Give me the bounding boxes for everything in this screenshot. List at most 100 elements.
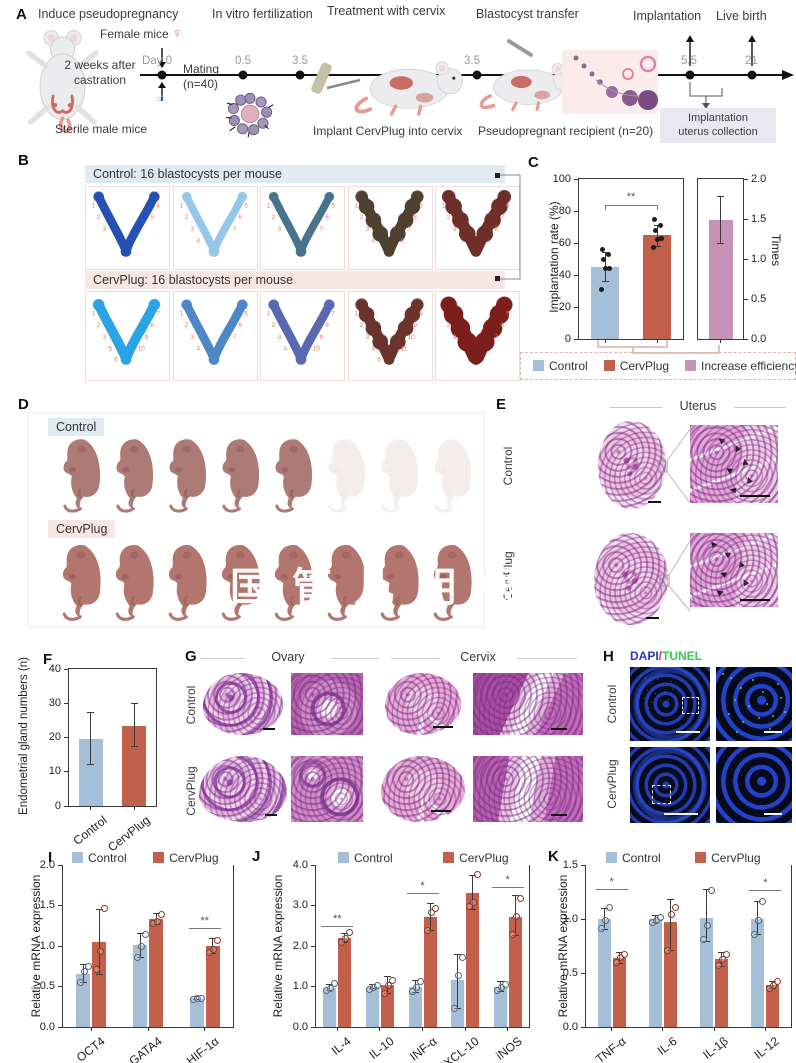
data-point — [770, 982, 778, 990]
cervix-line-left — [391, 658, 439, 659]
svg-text:4: 4 — [156, 202, 160, 209]
hist-control-label: Control — [184, 685, 198, 725]
mrna-chart-j: 0.0 1.0 2.0 3.0 4.0 IL-4 IL-10 INF-α CXCL-10 iNOS… — [293, 859, 530, 1063]
time-3-5b: 3.5 — [464, 55, 480, 67]
y-tick — [581, 918, 585, 920]
tunel-control-label: Control — [605, 684, 619, 724]
svg-text:4: 4 — [371, 238, 375, 245]
svg-text:5: 5 — [331, 202, 335, 209]
y-tick-label: 0.0 — [751, 332, 767, 345]
y-tick — [744, 218, 748, 220]
panel-j-legend: Control CervPlug — [338, 849, 509, 867]
svg-text:6: 6 — [114, 356, 118, 363]
slash: / — [658, 649, 663, 663]
svg-text:7: 7 — [501, 214, 505, 221]
data-point — [451, 1005, 459, 1013]
implant-caption: Implant CervPlug into cervix — [313, 124, 463, 138]
x-tick — [507, 1027, 509, 1031]
data-point — [501, 980, 509, 988]
dapi-label: DAPI — [630, 649, 659, 663]
error-bar — [720, 196, 721, 243]
step-treatment-title: Treatment with cervix — [327, 4, 446, 18]
svg-text:1: 1 — [267, 310, 271, 317]
data-point — [416, 977, 424, 985]
data-point — [719, 956, 727, 964]
significance-line — [406, 892, 439, 894]
panel-a: A Induce pseudopregnancy In vitro fertil… — [0, 0, 796, 150]
tunel-cervplug-label: CervPlug — [605, 759, 619, 809]
pups-control-label: Control — [48, 418, 105, 436]
y-tick-label: 1.5 — [562, 858, 578, 871]
x-tick — [422, 1027, 423, 1031]
bar-cervplug — [149, 919, 163, 1027]
data-point — [408, 988, 416, 996]
ovary-detail-cervplug — [291, 756, 363, 822]
data-point — [598, 286, 604, 292]
x-tick — [611, 1027, 613, 1031]
y-tick — [311, 864, 315, 866]
scalebar — [263, 728, 275, 730]
error-cap — [651, 915, 659, 917]
female-symbol: ♀ — [172, 25, 183, 41]
step-blastocyst-title: Blastocyst transfer — [476, 7, 579, 21]
legend-control: Control — [533, 359, 588, 373]
svg-text:2: 2 — [360, 322, 364, 329]
error-cap — [769, 981, 777, 983]
bar-cervplug — [612, 957, 626, 1027]
y-tick — [311, 945, 315, 947]
y-tick-label: 1.0 — [562, 912, 578, 925]
x-tick-label: OCT4 — [74, 1034, 108, 1063]
cervix-line-right — [517, 658, 577, 659]
data-point — [597, 925, 605, 933]
castration-line1: 2 weeks after — [64, 58, 136, 72]
data-point — [601, 916, 609, 924]
panel-e-label: E — [496, 396, 507, 413]
data-point — [755, 916, 763, 924]
y-tick-label: 0.0 — [39, 1020, 55, 1033]
svg-text:4: 4 — [284, 346, 288, 353]
x-tick — [764, 1027, 766, 1031]
svg-text:7: 7 — [407, 226, 411, 233]
error-cap — [717, 242, 724, 244]
y-tick-label: 0 — [54, 799, 61, 812]
y-tick — [64, 805, 68, 807]
svg-text:5: 5 — [419, 202, 423, 209]
uterus-title-line-right — [734, 407, 786, 408]
svg-text:8: 8 — [401, 238, 405, 245]
recipient-caption: Pseudopregnant recipient (n=20) — [478, 124, 654, 138]
data-point — [516, 894, 524, 902]
bar-control — [493, 986, 507, 1027]
error-bar — [429, 903, 431, 931]
data-point — [214, 937, 222, 945]
error-bar — [656, 225, 658, 247]
mating-n: (n=40) — [183, 77, 219, 91]
error-cap — [703, 941, 711, 943]
svg-text:5: 5 — [108, 346, 112, 353]
error-cap — [469, 874, 477, 876]
data-point — [700, 935, 708, 943]
legend-control: Control — [72, 851, 127, 865]
implantation-rate-axis-label: Implantation rate (%) — [547, 201, 561, 313]
zoom-connector-control — [657, 428, 691, 504]
cervix-detail-control — [473, 673, 583, 735]
y-tick-label: 2.0 — [751, 172, 767, 185]
data-point — [663, 946, 671, 954]
uterus-image: 1 2 3 4 5 8 9 10 11 — [347, 291, 433, 381]
ovary-section-cervplug — [199, 756, 287, 822]
error-bar — [706, 889, 708, 942]
legend-control-label: Control — [549, 359, 588, 373]
y-tick-label: 0.5 — [751, 292, 767, 305]
female-mice-label: Female mice ♀ — [100, 25, 183, 41]
error-cap — [130, 746, 138, 748]
sterile-male-label: Sterile male mice — [55, 122, 148, 136]
data-point — [508, 931, 516, 939]
svg-text:9: 9 — [413, 322, 417, 329]
x-tick-label: IL-12 — [751, 1034, 782, 1062]
x-tick — [90, 806, 92, 810]
error-cap — [496, 981, 504, 983]
panel-c: C Implantation rate (%) 0 20 40 60 80 100 ** 0… — [520, 150, 796, 393]
bar-control — [648, 919, 662, 1027]
data-point — [141, 931, 149, 939]
